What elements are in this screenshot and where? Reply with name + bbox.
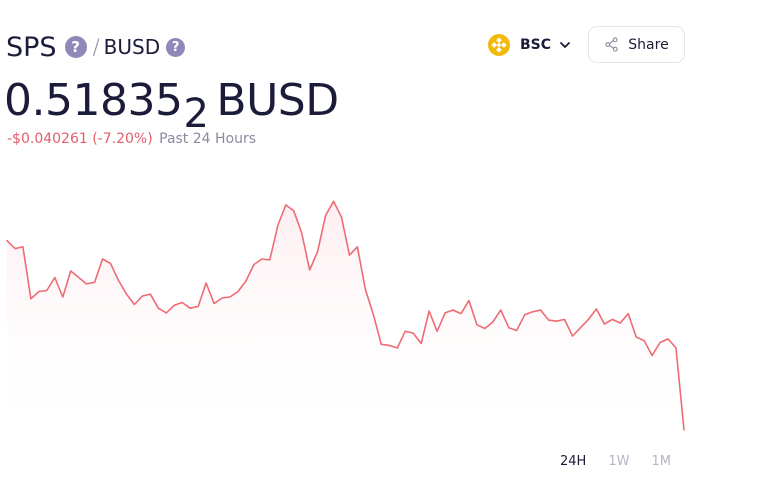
chart-series-line bbox=[6, 200, 685, 431]
change-percent: (-7.20%) bbox=[92, 131, 153, 147]
price-unit: BUSD bbox=[216, 75, 339, 126]
quote-token-symbol: BUSD bbox=[103, 35, 161, 59]
base-token-symbol: SPS bbox=[6, 31, 57, 63]
time-range-selector: 24H 1W 1M bbox=[560, 454, 693, 469]
price-change: -$0.040261 (-7.20%) Past 24 Hours bbox=[7, 131, 256, 147]
quote-token-help-icon[interactable]: ? bbox=[166, 37, 186, 57]
share-label: Share bbox=[628, 36, 669, 53]
change-amount: -$0.040261 bbox=[7, 131, 88, 147]
share-button[interactable]: Share bbox=[588, 26, 685, 63]
price-subscript: 2 bbox=[183, 91, 209, 137]
share-icon bbox=[605, 37, 618, 52]
price-main: 0.51835 bbox=[4, 75, 183, 126]
range-24h-button[interactable]: 24H bbox=[560, 454, 587, 469]
range-1m-button[interactable]: 1M bbox=[651, 454, 671, 469]
price-chart bbox=[6, 200, 685, 440]
current-price: 0.518352 BUSD bbox=[4, 74, 339, 137]
pair-separator: / bbox=[92, 35, 100, 59]
change-period: Past 24 Hours bbox=[159, 131, 257, 147]
chart-area-fill bbox=[7, 201, 684, 440]
range-1w-button[interactable]: 1W bbox=[608, 454, 630, 469]
chain-label: BSC bbox=[520, 37, 552, 53]
bnb-icon bbox=[488, 34, 510, 56]
base-token-help-icon[interactable]: ? bbox=[64, 36, 87, 58]
pair-header: SPS ? / BUSD ? bbox=[6, 30, 186, 64]
chain-selector[interactable]: BSC bbox=[488, 33, 571, 57]
chevron-down-icon bbox=[560, 42, 570, 48]
